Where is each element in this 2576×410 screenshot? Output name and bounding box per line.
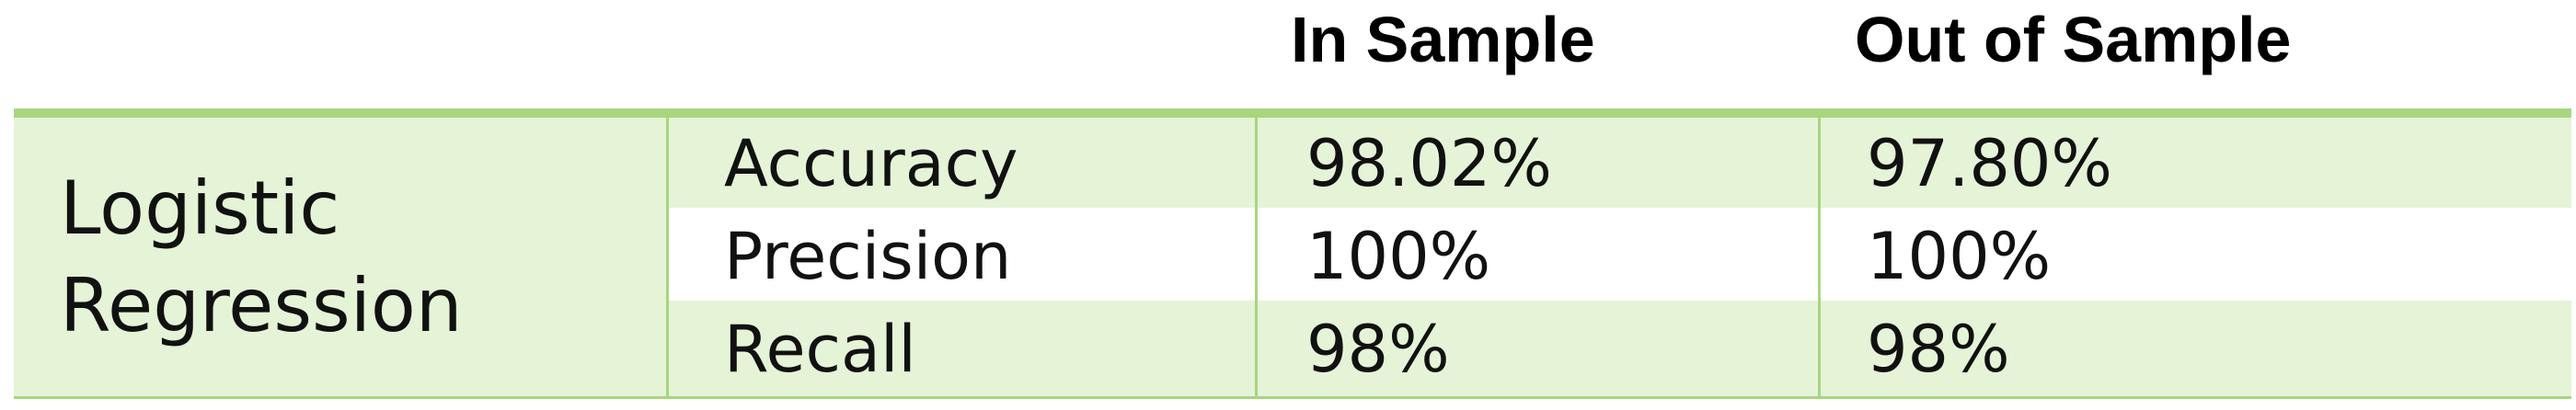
table-bottom-border <box>14 396 2571 399</box>
out-of-sample-value: 100% <box>1867 219 2052 294</box>
metric-label: Recall <box>669 303 1258 396</box>
model-name-cell: Logistic Regression <box>14 118 669 396</box>
model-name: Logistic Regression <box>60 160 463 355</box>
model-name-line-2: Regression <box>60 263 463 348</box>
column-header-in-sample: In Sample <box>1291 4 1595 75</box>
results-table: Logistic Regression Accuracy 98.02% 97.8… <box>14 118 2571 396</box>
model-name-line-1: Logistic <box>60 165 340 251</box>
table-row-precision: Precision 100% 100% <box>669 211 2571 303</box>
in-sample-value: 98.02% <box>1258 118 1821 211</box>
header-divider <box>14 108 2571 118</box>
table-header-row: In Sample Out of Sample <box>0 0 2576 108</box>
out-of-sample-value: 97.80% <box>1867 126 2112 201</box>
in-sample-value: 100% <box>1258 211 1821 303</box>
out-of-sample-value: 98% <box>1867 312 2010 387</box>
metric-label: Accuracy <box>669 118 1258 211</box>
column-header-out-of-sample: Out of Sample <box>1855 4 2292 75</box>
table-row-accuracy: Accuracy 98.02% 97.80% <box>669 118 2571 211</box>
metric-label: Precision <box>669 211 1258 303</box>
in-sample-value: 98% <box>1258 303 1821 396</box>
table-row-recall: Recall 98% 98% <box>669 303 2571 396</box>
